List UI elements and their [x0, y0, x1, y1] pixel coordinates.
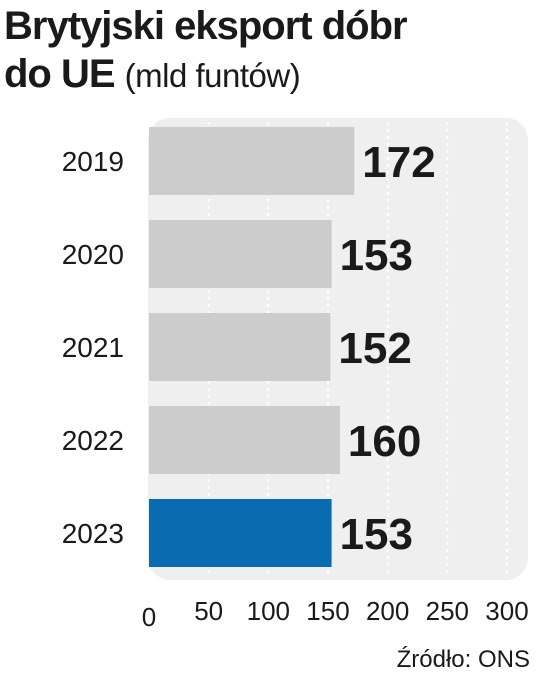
category-label-2022: 2022 [62, 425, 124, 456]
x-tick-0: 0 [142, 602, 156, 632]
value-labels: 172 153 152 160 153 [338, 138, 435, 559]
category-label-2019: 2019 [62, 146, 124, 177]
title-unit: (mld funtów) [124, 57, 301, 94]
bars [149, 127, 355, 567]
x-tick-200: 200 [366, 596, 409, 626]
bar-2023 [149, 499, 332, 567]
value-label-2019: 172 [362, 138, 435, 187]
title-main: Brytyjski eksport dóbr [4, 4, 408, 48]
category-label-2023: 2023 [62, 518, 124, 549]
x-tick-50: 50 [194, 596, 223, 626]
category-label-2020: 2020 [62, 239, 124, 270]
value-label-2023: 153 [340, 510, 413, 559]
title-line2: do UE [4, 52, 116, 96]
value-label-2022: 160 [348, 417, 421, 466]
bar-2019 [149, 127, 355, 195]
value-label-2020: 153 [340, 231, 413, 280]
bar-2020 [149, 220, 332, 288]
x-tick-250: 250 [426, 596, 469, 626]
category-label-2021: 2021 [62, 332, 124, 363]
bar-2021 [149, 313, 331, 381]
value-label-2021: 152 [338, 324, 411, 373]
x-tick-150: 150 [306, 596, 349, 626]
source-note: Źródło: ONS [396, 646, 530, 673]
category-labels: 2019 2020 2021 2022 2023 [62, 146, 124, 549]
x-tick-300: 300 [485, 596, 528, 626]
x-tick-labels: 0 50 100 150 200 250 300 [142, 596, 529, 632]
bar-2022 [149, 406, 340, 474]
chart-title: Brytyjski eksport dóbr do UE (mld funtów) [4, 2, 534, 100]
x-tick-100: 100 [247, 596, 290, 626]
